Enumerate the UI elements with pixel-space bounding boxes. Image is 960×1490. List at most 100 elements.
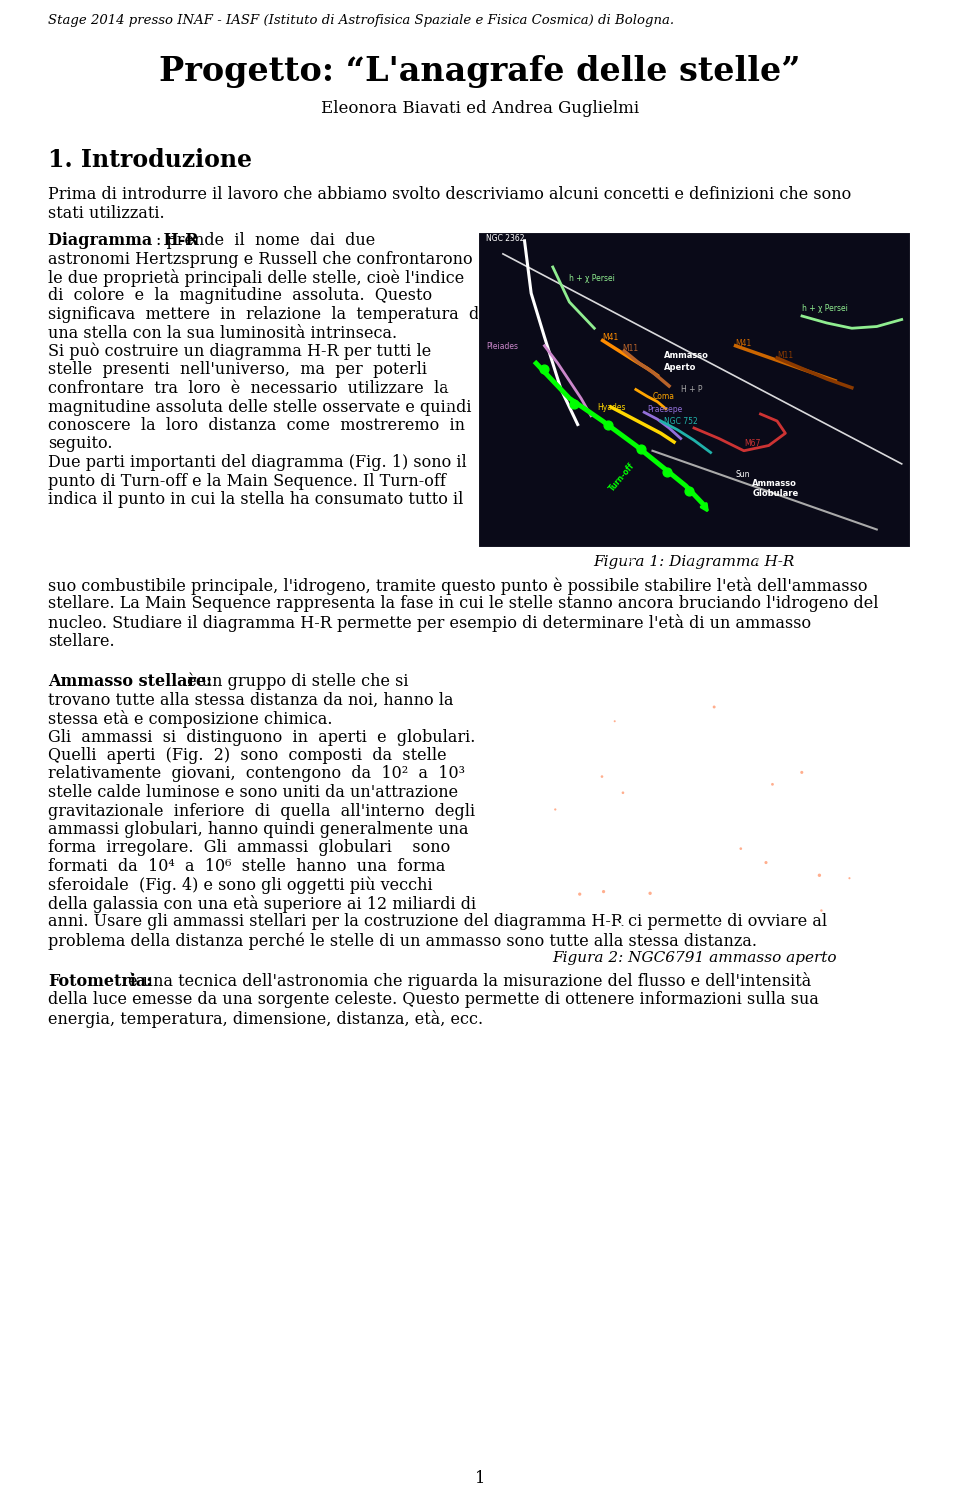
Point bbox=[761, 735, 777, 758]
Point bbox=[861, 885, 876, 909]
Point bbox=[806, 802, 822, 825]
Point bbox=[694, 668, 709, 691]
Point bbox=[708, 745, 723, 769]
Point bbox=[856, 824, 872, 848]
Point bbox=[790, 788, 805, 812]
Point bbox=[600, 413, 615, 437]
Point bbox=[843, 746, 858, 770]
Point bbox=[760, 818, 776, 842]
Point bbox=[676, 784, 691, 808]
Point bbox=[543, 773, 559, 797]
Point bbox=[524, 797, 540, 821]
Point bbox=[883, 796, 899, 820]
Point bbox=[799, 673, 814, 697]
Point bbox=[696, 714, 711, 738]
Point bbox=[802, 760, 817, 784]
Point bbox=[722, 802, 737, 825]
Point bbox=[664, 764, 680, 788]
Point bbox=[503, 721, 518, 745]
Point bbox=[581, 852, 596, 876]
Point bbox=[856, 760, 872, 784]
Point bbox=[755, 916, 770, 940]
Point bbox=[552, 714, 567, 738]
Point bbox=[630, 682, 645, 706]
Text: H + P: H + P bbox=[681, 384, 702, 395]
Point bbox=[517, 755, 533, 779]
Text: gravitazionale  inferiore  di  quella  all'interno  degli: gravitazionale inferiore di quella all'i… bbox=[48, 803, 475, 820]
Point bbox=[645, 903, 660, 927]
Point bbox=[780, 763, 795, 787]
Point bbox=[547, 797, 563, 821]
Point bbox=[514, 833, 529, 857]
Point bbox=[676, 755, 691, 779]
Point bbox=[501, 797, 516, 821]
Text: astronomi Hertzsprung e Russell che confrontarono: astronomi Hertzsprung e Russell che conf… bbox=[48, 250, 472, 268]
Point bbox=[766, 836, 781, 860]
Point bbox=[609, 670, 624, 694]
Text: seguito.: seguito. bbox=[48, 435, 112, 453]
Point bbox=[686, 927, 702, 951]
Point bbox=[625, 724, 640, 748]
Point bbox=[692, 772, 708, 796]
Point bbox=[592, 845, 608, 869]
Point bbox=[787, 706, 803, 730]
Point bbox=[760, 714, 776, 738]
Point bbox=[686, 839, 702, 863]
Point bbox=[548, 806, 564, 830]
Point bbox=[871, 913, 886, 937]
Point bbox=[492, 779, 507, 803]
Point bbox=[530, 809, 545, 833]
Point bbox=[596, 818, 612, 842]
Point bbox=[611, 851, 626, 875]
Point bbox=[705, 696, 720, 720]
Point bbox=[819, 694, 834, 718]
Text: conoscere  la  loro  distanza  come  mostreremo  in: conoscere la loro distanza come mostrere… bbox=[48, 417, 465, 434]
Point bbox=[520, 676, 536, 700]
Point bbox=[767, 818, 782, 842]
Point bbox=[681, 687, 696, 711]
Point bbox=[759, 845, 775, 869]
Point bbox=[519, 779, 535, 803]
Point bbox=[521, 836, 537, 860]
Point bbox=[605, 870, 620, 894]
Point bbox=[666, 779, 682, 803]
Point bbox=[856, 732, 872, 755]
Point bbox=[526, 882, 541, 906]
Point bbox=[703, 714, 718, 738]
Point bbox=[733, 872, 749, 895]
Point bbox=[700, 679, 715, 703]
Point bbox=[637, 761, 653, 785]
Point bbox=[666, 744, 682, 767]
Point bbox=[783, 811, 799, 834]
Point bbox=[541, 811, 557, 834]
Point bbox=[687, 799, 703, 822]
Point bbox=[664, 854, 680, 878]
Point bbox=[787, 769, 803, 793]
Point bbox=[567, 678, 583, 702]
Point bbox=[606, 863, 621, 887]
Point bbox=[755, 715, 770, 739]
Point bbox=[511, 863, 526, 887]
Point bbox=[796, 852, 811, 876]
Point bbox=[811, 797, 827, 821]
Point bbox=[837, 788, 852, 812]
Point bbox=[488, 827, 503, 851]
Point bbox=[771, 809, 786, 833]
Text: Globulare: Globulare bbox=[752, 489, 799, 498]
Point bbox=[666, 773, 682, 797]
Point bbox=[837, 787, 852, 811]
Point bbox=[889, 787, 904, 811]
Point bbox=[762, 814, 778, 837]
Point bbox=[669, 717, 684, 741]
Point bbox=[576, 673, 591, 697]
Point bbox=[588, 739, 604, 763]
Point bbox=[686, 887, 702, 910]
Point bbox=[738, 766, 754, 790]
Point bbox=[875, 888, 890, 912]
Point bbox=[888, 814, 903, 837]
Point bbox=[780, 690, 796, 714]
Point bbox=[516, 720, 531, 744]
Point bbox=[885, 821, 900, 845]
Point bbox=[804, 806, 820, 830]
Point bbox=[749, 803, 764, 827]
